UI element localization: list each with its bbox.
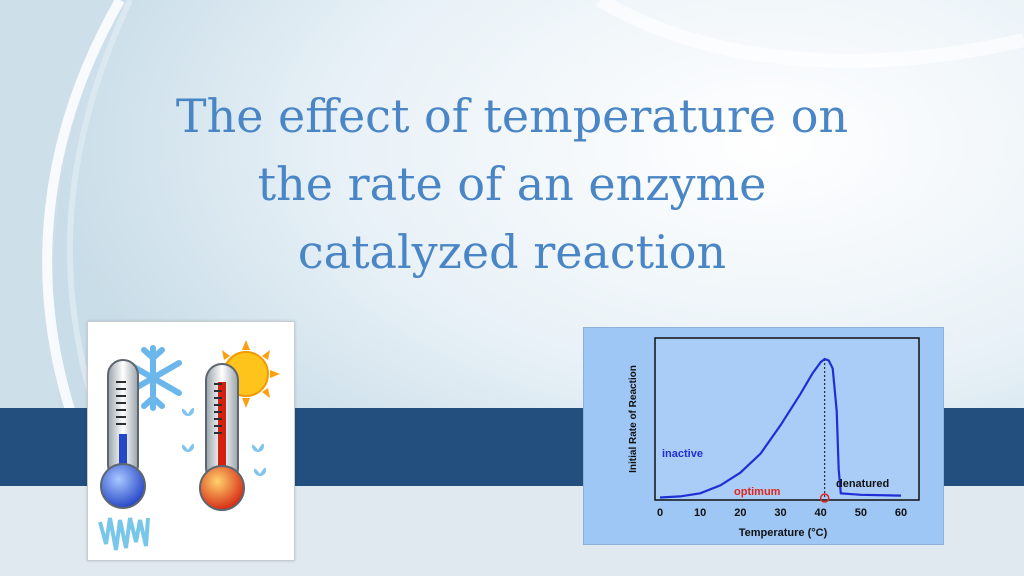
optimum-marker — [819, 493, 830, 503]
x-tick-label: 10 — [694, 507, 706, 519]
x-tick-label: 60 — [895, 507, 907, 519]
thermometers-image — [87, 321, 295, 561]
enzyme-rate-chart: 0 10 20 30 40 50 60 Initial Rate of Reaction T… — [583, 327, 944, 545]
x-tick-label: 20 — [734, 507, 746, 519]
denatured-label: denatured — [836, 478, 889, 490]
title-line-1: The effect of temperature on — [175, 89, 849, 143]
title-line-3: catalyzed reaction — [297, 225, 727, 279]
slide-title: The effect of temperature on the rate of… — [120, 82, 904, 286]
x-tick-label: 0 — [657, 507, 663, 519]
y-axis-label: Initial Rate of Reaction — [628, 365, 639, 473]
thermometer-hot-sun-icon — [182, 340, 280, 511]
x-tick-label: 30 — [774, 507, 786, 519]
x-tick-label: 50 — [855, 507, 867, 519]
x-axis-label: Temperature (°C) — [739, 527, 828, 539]
rate-curve — [659, 357, 902, 499]
optimum-label: optimum — [734, 486, 781, 498]
plot-area — [654, 337, 920, 501]
inactive-label: inactive — [662, 448, 703, 460]
title-line-2: the rate of an enzyme — [257, 157, 767, 211]
x-tick-label: 40 — [815, 507, 827, 519]
thermometer-cold-snowflake-icon — [98, 345, 182, 551]
